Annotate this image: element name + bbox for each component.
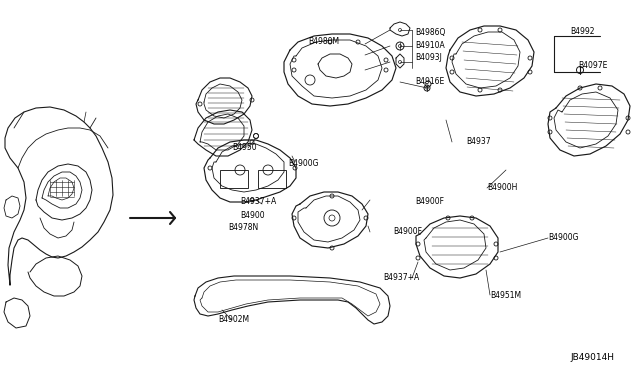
Text: B4900: B4900: [240, 211, 264, 219]
Text: JB49014H: JB49014H: [570, 353, 614, 362]
Circle shape: [399, 61, 401, 64]
Text: B4951M: B4951M: [490, 291, 521, 299]
Text: B4097E: B4097E: [578, 61, 607, 70]
Text: B4980M: B4980M: [308, 38, 339, 46]
Text: B4937: B4937: [466, 138, 491, 147]
Text: B4900F: B4900F: [393, 228, 422, 237]
Text: B4902M: B4902M: [218, 315, 249, 324]
Text: B4900G: B4900G: [548, 234, 579, 243]
Text: B4916E: B4916E: [415, 77, 444, 87]
Text: B4900H: B4900H: [487, 183, 517, 192]
Text: B4910A: B4910A: [415, 41, 445, 49]
Text: B4900F: B4900F: [415, 198, 444, 206]
Circle shape: [426, 87, 428, 89]
Text: B4900G: B4900G: [288, 158, 319, 167]
Circle shape: [399, 29, 401, 32]
Bar: [220, 170, 248, 188]
Circle shape: [399, 45, 401, 48]
Text: B4937+A: B4937+A: [383, 273, 419, 282]
Text: B4937+A: B4937+A: [240, 198, 276, 206]
Text: B4992: B4992: [570, 28, 595, 36]
Text: B4093J: B4093J: [415, 54, 442, 62]
Text: B4978N: B4978N: [228, 224, 259, 232]
Circle shape: [577, 67, 584, 74]
Text: B4986Q: B4986Q: [415, 28, 445, 36]
Bar: [258, 170, 286, 188]
Text: B4950: B4950: [232, 144, 257, 153]
